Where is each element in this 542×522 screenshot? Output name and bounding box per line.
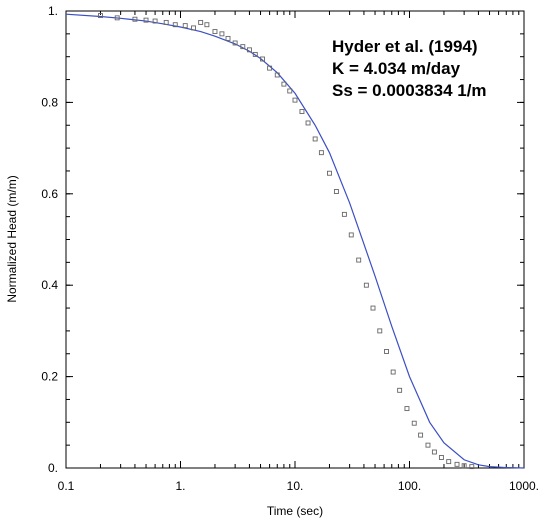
observed-point [219, 31, 225, 37]
observed-point [252, 51, 258, 57]
observed-point [212, 29, 218, 35]
observed-point [132, 16, 138, 22]
observed-point [348, 232, 354, 238]
y-tick-label: 0.8 [41, 95, 58, 109]
observed-point [240, 44, 246, 50]
observed-point [260, 56, 265, 62]
observed-point [281, 81, 287, 87]
observed-point [312, 136, 318, 142]
observed-point [411, 420, 417, 426]
observed-point [469, 464, 475, 470]
observed-point [305, 120, 311, 126]
observed-point [356, 257, 362, 263]
y-tick-label: 1. [48, 4, 58, 18]
x-tick-label: 100. [398, 479, 421, 493]
annotation-ss: Ss = 0.0003834 1/m [332, 81, 487, 100]
y-tick-label: 0. [48, 461, 58, 475]
x-tick-label: 10. [287, 479, 304, 493]
observed-point [163, 19, 169, 25]
observed-point [418, 432, 424, 438]
x-tick-label: 0.1 [58, 479, 75, 493]
series-layer [65, 13, 525, 470]
observed-point [438, 455, 444, 460]
observed-point [191, 25, 196, 31]
observed-point [363, 282, 369, 288]
y-tick-label: 0.4 [41, 278, 58, 292]
observed-point [152, 18, 158, 24]
observed-point [341, 211, 347, 217]
observed-point [225, 35, 231, 41]
fitted-curve [65, 13, 525, 469]
observed-point [454, 461, 460, 467]
x-tick-label: 1. [175, 479, 185, 493]
observed-point [461, 463, 467, 469]
annotation-k: K = 4.034 m/day [332, 59, 461, 78]
x-axis-title: Time (sec) [267, 504, 323, 518]
y-axis-title: Normalized Head (m/m) [5, 175, 19, 302]
observed-point [232, 40, 238, 46]
observed-point [246, 47, 252, 53]
observed-point [327, 170, 332, 176]
plot-frame [65, 10, 525, 469]
observed-point [143, 17, 149, 23]
observed-point [397, 387, 403, 393]
observed-point [431, 449, 437, 455]
observed-point [274, 72, 280, 78]
observed-point [377, 328, 383, 334]
observed-point [299, 109, 305, 114]
observed-point [425, 442, 431, 448]
observed-point [198, 19, 204, 25]
observed-point [114, 15, 120, 21]
observed-point [98, 13, 103, 19]
observed-point [384, 349, 389, 354]
observed-point [446, 459, 452, 465]
x-axis-ticks: 0.1 1. 10. 100. 1000. [58, 11, 539, 493]
observed-point [182, 23, 188, 29]
observed-point [333, 189, 339, 194]
observed-point [267, 65, 273, 71]
observed-point [318, 150, 324, 156]
observed-point [292, 97, 298, 103]
observed-point [287, 88, 293, 94]
observed-point [172, 22, 178, 28]
observed-point [204, 22, 210, 28]
observed-point [370, 305, 376, 311]
y-axis-ticks: 0. 0.2 0.4 0.6 0.8 1. [41, 4, 524, 475]
x-tick-label: 1000. [509, 479, 539, 493]
observed-point [404, 406, 410, 412]
observed-point [390, 369, 396, 375]
annotation-model: Hyder et al. (1994) [332, 37, 478, 56]
y-tick-label: 0.6 [41, 187, 58, 201]
y-tick-label: 0.2 [41, 370, 58, 384]
